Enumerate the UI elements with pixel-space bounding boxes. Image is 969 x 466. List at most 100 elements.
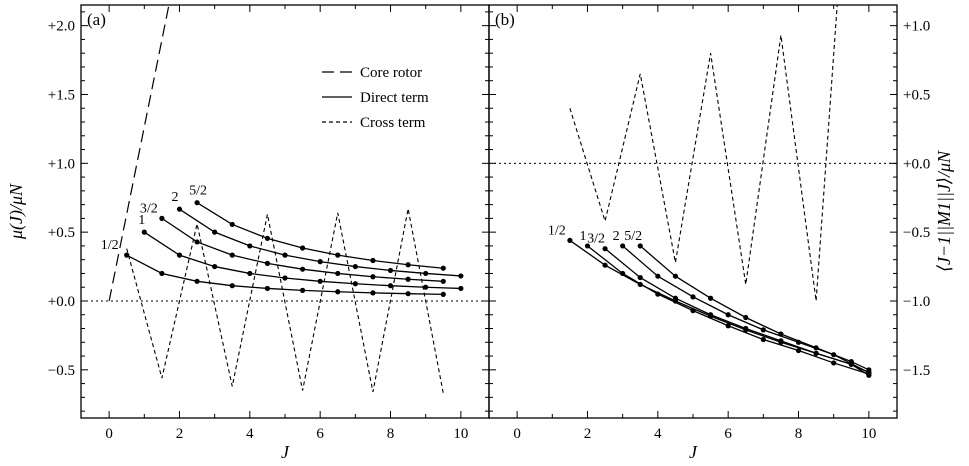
series-label: 1/2 xyxy=(548,223,566,238)
x-tick-label: 0 xyxy=(105,426,113,442)
x-tick-label: 6 xyxy=(316,426,324,442)
data-point xyxy=(813,350,819,356)
data-point xyxy=(370,257,376,264)
data-point xyxy=(655,291,661,297)
y-tick-label: +1.5 xyxy=(48,87,75,103)
data-point xyxy=(813,345,819,351)
data-point xyxy=(866,367,872,373)
data-point xyxy=(352,281,358,287)
data-point xyxy=(124,252,130,258)
direct-term-line xyxy=(604,248,870,374)
data-point xyxy=(458,273,464,279)
series-label: 5/2 xyxy=(189,184,207,199)
data-point xyxy=(335,289,341,295)
y-tick-label: +1.0 xyxy=(903,19,930,35)
data-point xyxy=(317,259,323,265)
data-point xyxy=(778,331,784,337)
direct-series-1-2 xyxy=(124,252,446,297)
data-point xyxy=(282,275,288,281)
x-tick-label: 8 xyxy=(387,426,395,442)
data-point xyxy=(176,206,183,212)
data-point xyxy=(672,273,679,279)
series-label: 2 xyxy=(613,229,620,244)
y-tick-label: +2.0 xyxy=(48,19,75,35)
y-axis-label: ⟨J−1||M1||J⟩/μN xyxy=(934,150,954,272)
series-label: 1 xyxy=(579,229,586,244)
direct-series-1 xyxy=(141,229,464,292)
data-point xyxy=(743,325,749,332)
data-point xyxy=(848,358,854,365)
data-point xyxy=(637,274,643,281)
series-label: 3/2 xyxy=(140,201,158,216)
x-axis-label: J xyxy=(281,442,290,462)
direct-series-3-2 xyxy=(159,215,446,284)
data-point xyxy=(159,270,165,277)
direct-series-5-2 xyxy=(637,243,872,373)
x-tick-label: 4 xyxy=(654,426,662,442)
panel-a: 0 2 4 6 8 10 −0.5 +0.0 +0.5 +1.0 +1.5 +2.0 Jμ(J)/μN (… xyxy=(6,4,490,462)
direct-term-line xyxy=(639,245,870,371)
data-point xyxy=(440,291,446,297)
data-point xyxy=(584,243,591,249)
data-point xyxy=(760,336,766,343)
y-axis-label: μ(J)/μN xyxy=(6,183,27,240)
plot-area xyxy=(81,5,489,394)
x-tick-label: 2 xyxy=(176,426,184,442)
data-point xyxy=(655,273,661,279)
cross-term-line xyxy=(126,208,444,394)
direct-term-line xyxy=(587,245,870,375)
legend-label: Direct term xyxy=(360,90,429,106)
data-point xyxy=(299,266,306,272)
direct-series-3-2 xyxy=(602,246,872,376)
data-point xyxy=(212,263,218,270)
series-label: 1/2 xyxy=(101,238,119,253)
y-tick-label: +0.0 xyxy=(903,156,930,172)
panel-label: (a) xyxy=(87,10,106,29)
data-point xyxy=(387,283,394,289)
x-tick-label: 6 xyxy=(724,426,732,442)
data-point xyxy=(370,290,376,296)
series-label: 5/2 xyxy=(624,229,642,244)
data-point xyxy=(423,270,429,277)
data-point xyxy=(317,278,323,284)
data-point xyxy=(282,252,288,258)
direct-term-line xyxy=(196,202,444,269)
plot-area xyxy=(489,5,897,378)
data-point xyxy=(387,267,394,274)
direct-series-2 xyxy=(176,206,464,279)
series-label: 3/2 xyxy=(587,232,605,247)
data-point xyxy=(423,284,429,290)
data-point xyxy=(405,291,411,297)
data-point xyxy=(194,278,200,284)
y-tick-label: −1.5 xyxy=(903,363,930,379)
direct-term-line xyxy=(143,231,461,290)
series-label: 2 xyxy=(171,190,178,205)
data-point xyxy=(352,263,358,270)
data-point xyxy=(620,243,626,249)
data-point xyxy=(299,287,306,293)
data-point xyxy=(458,285,464,292)
data-point xyxy=(831,360,837,366)
data-point xyxy=(672,295,679,301)
data-point xyxy=(370,274,376,280)
direct-term-line xyxy=(569,239,870,376)
x-axis-label: J xyxy=(689,442,698,462)
data-point xyxy=(299,245,306,251)
y-tick-label: +0.5 xyxy=(903,87,930,103)
data-point xyxy=(405,276,411,282)
data-point xyxy=(760,327,766,333)
data-point xyxy=(159,215,165,221)
x-tick-label: 2 xyxy=(584,426,592,442)
data-point xyxy=(795,347,802,354)
y-tick-label: −0.5 xyxy=(48,363,75,379)
data-point xyxy=(229,283,235,289)
data-point xyxy=(778,338,784,344)
y-tick-label: +0.5 xyxy=(48,225,75,241)
panel-b: 0 2 4 6 8 10 −1.5 −1.0 −0.5 +0.0 +0.5 +1.0 J ⟨J−1||M1… xyxy=(488,4,954,462)
direct-series-5-2 xyxy=(194,200,446,271)
x-tick-label: 4 xyxy=(246,426,254,442)
data-point xyxy=(690,308,696,314)
y-tick-label: +0.0 xyxy=(48,294,75,310)
data-point xyxy=(335,270,341,277)
